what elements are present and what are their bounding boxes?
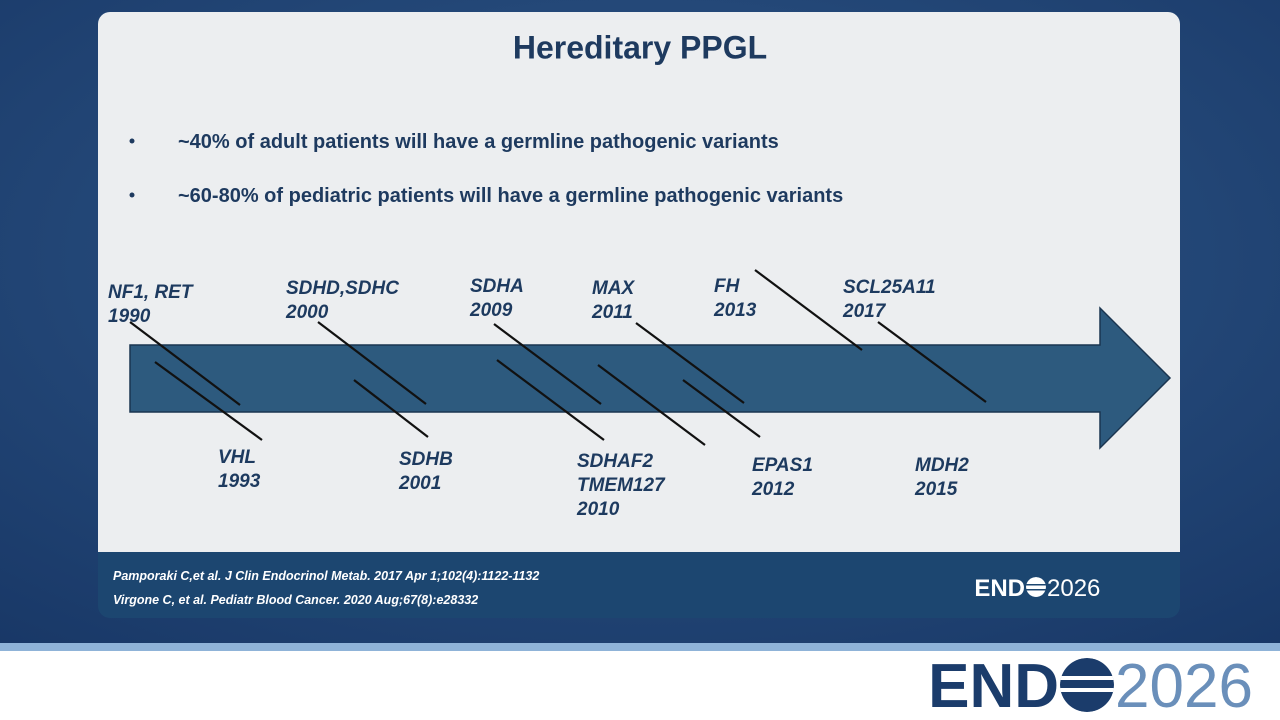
- gene-label: EPAS1: [752, 455, 813, 476]
- gene-label: SDHA: [470, 276, 524, 297]
- card: [98, 12, 1180, 552]
- gene-label: MDH2: [915, 455, 969, 476]
- year-label: 2009: [469, 300, 513, 321]
- year-label: 2011: [591, 302, 633, 323]
- year-label: 2001: [398, 473, 441, 494]
- timeline-arrow: [129, 306, 1172, 450]
- bullet-dot: [129, 192, 135, 198]
- logo-right: 2026: [1115, 652, 1253, 720]
- year-label: 1990: [108, 306, 151, 327]
- connector-lines: [129, 269, 987, 446]
- logo-left: END: [928, 652, 1059, 720]
- bullet-text: ~60-80% of pediatric patients will have …: [178, 185, 843, 207]
- title: Hereditary PPGL: [513, 29, 767, 65]
- gene-label: NF1, RET: [108, 282, 194, 303]
- stripe: [0, 643, 1280, 651]
- gene-label: SDHD,SDHC: [286, 278, 399, 299]
- year-label: 2013: [713, 300, 757, 321]
- gene-label: MAX: [592, 278, 636, 299]
- year-label: 1993: [218, 471, 261, 492]
- logo-left-small: END: [974, 575, 1025, 602]
- bullet-dot: [129, 138, 135, 144]
- year-label: 2012: [751, 479, 795, 500]
- year-label: 2000: [285, 302, 329, 323]
- bullet-text: ~40% of adult patients will have a germl…: [178, 131, 779, 153]
- reference: Pamporaki C,et al. J Clin Endocrinol Met…: [113, 569, 539, 583]
- gene-label: FH: [714, 276, 741, 297]
- year-label: 2017: [842, 301, 887, 322]
- gene-label: TMEM127: [577, 475, 666, 496]
- reference: Virgone C, et al. Pediatr Blood Cancer. …: [113, 593, 478, 607]
- gene-label: SDHB: [399, 449, 453, 470]
- logo-right-small: 2026: [1047, 575, 1100, 602]
- gene-label: SCL25A11: [843, 277, 936, 298]
- gene-label: SDHAF2: [577, 451, 653, 472]
- year-label: 2015: [914, 479, 958, 500]
- gene-label: VHL: [218, 447, 256, 468]
- small-logo-globe: [1026, 577, 1046, 597]
- year-label: 2010: [576, 499, 620, 520]
- logo-globe: [1060, 658, 1114, 712]
